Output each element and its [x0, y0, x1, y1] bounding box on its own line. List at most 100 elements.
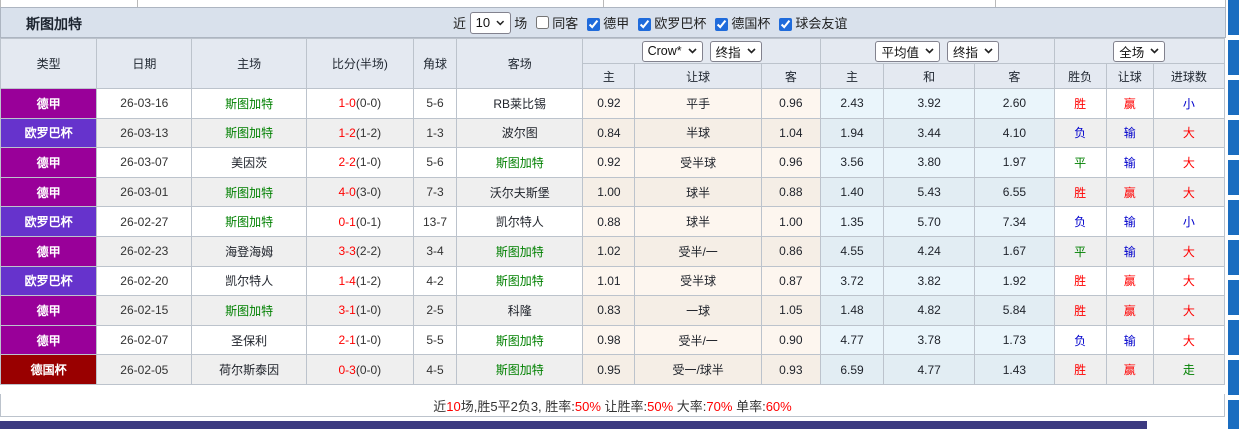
match-count-select[interactable]: 10	[469, 11, 511, 34]
home-team-cell: 斯图加特	[191, 295, 307, 326]
ah-away-odds-cell: 0.96	[760, 88, 821, 119]
col-type: 类型	[0, 38, 98, 89]
summary-segment: 60%	[765, 398, 792, 414]
goals-result-cell: 走	[1152, 354, 1226, 385]
date-cell: 26-02-07	[96, 324, 193, 356]
away-team-cell: 沃尔夫斯堡	[456, 176, 584, 208]
competition-label: 球会友谊	[795, 16, 848, 31]
ah-line-cell: 受半/一	[634, 235, 762, 267]
away-team-cell: 科隆	[456, 295, 584, 326]
ah-line-cell: 半球	[634, 117, 762, 149]
eu-home-odds-cell: 1.94	[819, 117, 885, 149]
away-team-cell: 斯图加特	[456, 265, 584, 297]
match-row: 欧罗巴杯 26-03-13 斯图加特 1-2(1-2) 1-3 波尔图 0.84 半球 1.04…	[0, 117, 1226, 149]
eu-away-odds-cell: 2.60	[974, 88, 1055, 119]
home-team-cell: 凯尔特人	[191, 265, 307, 297]
result-cell: 胜	[1053, 88, 1107, 119]
ah-home-odds-cell: 0.92	[582, 88, 636, 119]
chevron-down-icon	[747, 48, 756, 54]
ah-result-cell: 输	[1105, 117, 1154, 149]
away-team-cell: 斯图加特	[456, 147, 584, 178]
handicap-source-select[interactable]: Crow*	[641, 40, 703, 62]
result-cell: 负	[1053, 117, 1107, 149]
handicap-time-select[interactable]: 终指	[709, 40, 762, 62]
ah-away-odds-cell: 0.90	[760, 324, 821, 356]
corner-cell: 3-4	[412, 235, 458, 267]
col-ah-home: 主	[582, 63, 636, 89]
same-away-checkbox[interactable]	[536, 16, 550, 29]
odds-source-select[interactable]: 平均值	[875, 40, 940, 62]
goals-result-cell: 大	[1152, 176, 1226, 208]
result-cell: 胜	[1053, 354, 1107, 385]
eu-away-odds-cell: 7.34	[974, 206, 1055, 237]
summary-segment: 大率:	[673, 398, 707, 414]
half-score: (1-0)	[355, 333, 382, 348]
competition-label: 德国杯	[731, 16, 771, 31]
half-score: (3-0)	[355, 185, 382, 200]
half-score: (0-1)	[355, 214, 382, 229]
goals-result-cell: 大	[1152, 324, 1226, 356]
ah-line-cell: 受半球	[634, 147, 762, 178]
scope-select[interactable]: 全场	[1113, 40, 1166, 62]
type-cell: 欧罗巴杯	[0, 206, 98, 237]
ah-home-odds-cell: 0.98	[582, 324, 636, 356]
matches-table: 类型 日期 主场 比分(半场) 角球 客场 Crow* 终指	[0, 38, 1226, 385]
date-cell: 26-02-05	[96, 354, 193, 385]
ah-away-odds-cell: 0.87	[760, 265, 821, 297]
col-result: 胜负	[1053, 63, 1107, 89]
score-cell: 0-3(0-0)	[305, 354, 414, 385]
date-cell: 26-03-13	[96, 117, 193, 149]
competition-label: 欧罗巴杯	[654, 16, 707, 31]
eu-home-odds-cell: 4.77	[819, 324, 885, 356]
handicap-selectors-cell: Crow* 终指	[582, 38, 821, 64]
eu-home-odds-cell: 4.55	[819, 235, 885, 267]
score-cell: 2-2(1-0)	[305, 147, 414, 178]
eu-draw-odds-cell: 5.70	[883, 206, 976, 237]
home-team-cell: 斯图加特	[191, 206, 307, 237]
corner-cell: 13-7	[412, 206, 458, 237]
score-cell: 1-4(1-2)	[305, 265, 414, 297]
home-team-cell: 斯图加特	[191, 117, 307, 149]
competition-checkbox-3[interactable]	[779, 18, 793, 32]
divider	[603, 0, 604, 7]
ah-away-odds-cell: 1.05	[760, 295, 821, 326]
col-ah-result: 让球	[1105, 63, 1154, 89]
full-score: 1-2	[338, 125, 356, 140]
eu-home-odds-cell: 1.48	[819, 295, 885, 326]
corner-cell: 2-5	[412, 295, 458, 326]
ah-away-odds-cell: 0.86	[760, 235, 821, 267]
match-row: 德甲 26-02-15 斯图加特 3-1(1-0) 2-5 科隆 0.83 一球 1.05 1.4…	[0, 295, 1226, 326]
competition-checkbox-1[interactable]	[638, 18, 652, 32]
ah-home-odds-cell: 1.02	[582, 235, 636, 267]
ah-result-cell: 赢	[1105, 295, 1154, 326]
bottom-divider-bar	[0, 421, 1147, 429]
divider	[0, 0, 1, 7]
result-cell: 负	[1053, 324, 1107, 356]
odds-time-select[interactable]: 终指	[946, 40, 999, 62]
home-team-cell: 荷尔斯泰因	[191, 354, 307, 385]
scope-selector-cell: 全场	[1053, 38, 1226, 64]
eu-draw-odds-cell: 3.80	[883, 147, 976, 178]
full-score: 0-1	[338, 214, 356, 229]
ah-result-cell: 赢	[1105, 265, 1154, 297]
ah-line-cell: 受半/一	[634, 324, 762, 356]
col-ah-line: 让球	[634, 63, 762, 89]
eu-away-odds-cell: 1.97	[974, 147, 1055, 178]
chevron-down-icon	[925, 48, 934, 54]
summary-segment: 10	[446, 398, 461, 414]
ah-line-cell: 受半球	[634, 265, 762, 297]
ah-home-odds-cell: 0.88	[582, 206, 636, 237]
eu-away-odds-cell: 1.43	[974, 354, 1055, 385]
goals-result-cell: 大	[1152, 117, 1226, 149]
col-eu-draw: 和	[883, 63, 976, 89]
competition-checkbox-0[interactable]	[587, 18, 601, 32]
competition-checkbox-2[interactable]	[715, 18, 729, 32]
eu-away-odds-cell: 5.84	[974, 295, 1055, 326]
date-cell: 26-02-27	[96, 206, 193, 237]
col-away: 客场	[456, 38, 584, 89]
away-team-cell: 斯图加特	[456, 324, 584, 356]
ah-home-odds-cell: 0.92	[582, 147, 636, 178]
goals-result-cell: 大	[1152, 265, 1226, 297]
score-cell: 1-2(1-2)	[305, 117, 414, 149]
col-date: 日期	[96, 38, 193, 89]
